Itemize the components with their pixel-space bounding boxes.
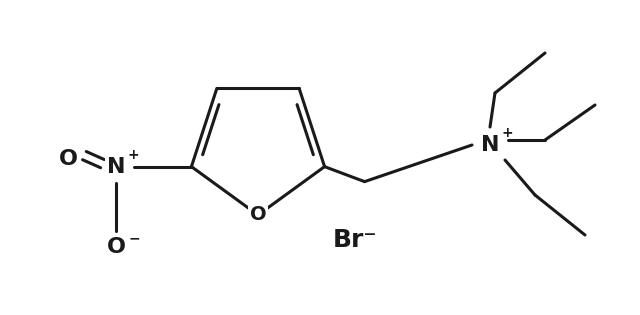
Text: Br⁻: Br⁻ xyxy=(333,228,377,252)
Text: O: O xyxy=(59,149,78,169)
Text: +: + xyxy=(501,126,513,140)
Text: N: N xyxy=(481,135,499,155)
Text: −: − xyxy=(129,232,140,246)
Text: N: N xyxy=(107,157,125,177)
Text: +: + xyxy=(127,148,140,162)
Text: O: O xyxy=(250,205,266,225)
Text: O: O xyxy=(107,237,126,257)
